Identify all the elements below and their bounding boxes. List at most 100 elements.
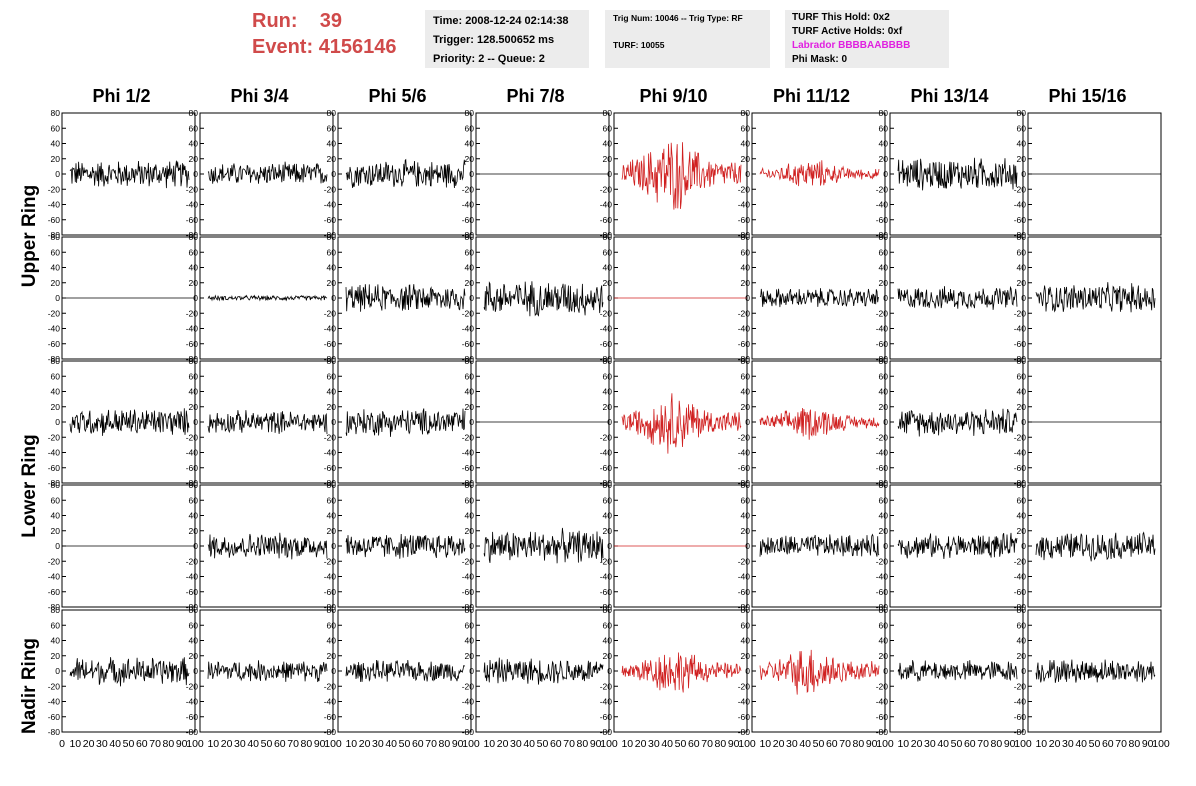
y-tick-label: 40 [603,636,613,646]
waveform-trace [69,408,190,436]
x-tick-label: 100 [876,738,894,750]
waveform-trace [345,284,466,312]
waveform-panel-r3-c7: 80 60 40 20 0 -20 -40 -60 -80 [1014,480,1162,612]
y-tick-label: -80 [462,478,475,488]
y-tick-label: 20 [465,526,475,536]
y-tick-label: -40 [462,572,475,582]
x-tick-label: 100 [600,738,618,750]
y-tick-label: -60 [186,215,199,225]
waveform-trace [207,660,328,683]
waveform-trace [207,294,328,302]
y-tick-label: -20 [600,184,613,194]
y-tick-label: -60 [324,712,337,722]
x-tick-label: 50 [951,738,963,750]
y-tick-label: 20 [51,402,61,412]
x-tick-label: 60 [550,738,562,750]
x-tick-label: 60 [964,738,976,750]
waveform-trace [759,649,880,695]
y-tick-label: -20 [738,308,751,318]
y-tick-label: 20 [1017,651,1027,661]
waveform-panel-r1-c6: 80 60 40 20 0 -20 -40 -60 -80 [876,232,1024,364]
y-tick-label: -60 [876,339,889,349]
y-tick-label: 0 [469,417,474,427]
y-tick-label: 0 [55,169,60,179]
waveform-panel-r2-c2: 80 60 40 20 0 -20 -40 -60 -80 [324,356,472,488]
y-tick-label: 80 [51,232,61,242]
y-tick-label: 20 [1017,154,1027,164]
y-tick-label: 40 [189,511,199,521]
y-tick-label: 0 [607,541,612,551]
waveform-panel-r4-c2: 80 60 40 20 0 -20 -40 -60 -80 [324,605,472,737]
waveform-panel-r4-c4: 80 60 40 20 0 -20 -40 -60 -80 [600,605,748,737]
y-tick-label: 80 [1017,480,1027,490]
y-tick-label: -20 [876,308,889,318]
y-tick-label: 80 [741,605,751,615]
y-tick-label: -60 [462,339,475,349]
y-tick-label: -60 [324,587,337,597]
x-tick-label: 60 [1102,738,1114,750]
y-tick-label: 20 [465,278,475,288]
y-tick-label: -20 [48,184,61,194]
x-tick-label: 70 [563,738,575,750]
y-tick-label: 20 [51,154,61,164]
y-tick-label: 0 [469,666,474,676]
x-tick-label: 20 [911,738,923,750]
y-tick-label: -60 [462,587,475,597]
y-tick-label: -40 [600,572,613,582]
y-tick-label: 40 [465,263,475,273]
y-tick-label: -40 [462,324,475,334]
y-tick-label: -60 [186,712,199,722]
x-tick-label: 30 [924,738,936,750]
y-tick-label: -80 [462,354,475,364]
waveform-trace [207,410,328,435]
y-tick-label: -80 [48,602,61,612]
y-tick-label: -20 [738,681,751,691]
y-tick-label: -60 [738,339,751,349]
y-tick-label: -60 [462,463,475,473]
turf-info-box: TURF This Hold: 0x2 TURF Active Holds: 0… [785,10,949,68]
y-tick-label: -80 [48,354,61,364]
y-tick-label: -20 [600,681,613,691]
y-tick-label: 60 [741,247,751,257]
y-tick-label: -40 [48,572,61,582]
y-tick-label: -20 [48,432,61,442]
x-tick-label: 90 [1142,738,1154,750]
y-tick-label: -40 [738,572,751,582]
y-tick-label: 80 [741,108,751,118]
y-tick-label: 40 [1017,636,1027,646]
y-tick-label: -80 [600,727,613,737]
y-tick-label: 40 [879,387,889,397]
y-tick-label: 60 [603,247,613,257]
y-tick-label: 20 [741,402,751,412]
y-tick-label: 60 [327,495,337,505]
x-tick-label: 40 [937,738,949,750]
y-tick-label: 60 [603,371,613,381]
y-tick-label: -40 [876,572,889,582]
x-tick-label: 80 [163,738,175,750]
y-tick-label: 0 [193,417,198,427]
y-tick-label: 0 [745,293,750,303]
time-info-box: Time: 2008-12-24 02:14:38 Trigger: 128.5… [425,10,589,68]
y-tick-label: -60 [876,712,889,722]
y-tick-label: 40 [465,139,475,149]
x-tick-label: 80 [991,738,1003,750]
y-tick-label: 60 [51,123,61,133]
y-tick-label: -40 [324,200,337,210]
y-tick-label: -60 [48,587,61,597]
y-tick-label: 80 [189,480,199,490]
y-tick-label: 80 [327,605,337,615]
phi-mask-text: Phi Mask: 0 [792,54,848,65]
y-tick-label: 60 [327,123,337,133]
y-tick-label: -80 [324,727,337,737]
y-tick-label: 20 [1017,526,1027,536]
waveform-panel-r3-c2: 80 60 40 20 0 -20 -40 -60 -80 [324,480,472,612]
y-tick-label: 0 [1021,293,1026,303]
waveform-panel-r3-c1: 80 60 40 20 0 -20 -40 -60 -80 [186,480,334,612]
turf-this-hold-text: TURF This Hold: 0x2 [792,12,890,23]
x-tick-label: 40 [385,738,397,750]
y-tick-label: 40 [1017,139,1027,149]
waveform-panel-r1-c2: 80 60 40 20 0 -20 -40 -60 -80 [324,232,472,364]
x-tick-label: 70 [701,738,713,750]
y-tick-label: 80 [465,108,475,118]
y-tick-label: -60 [48,215,61,225]
